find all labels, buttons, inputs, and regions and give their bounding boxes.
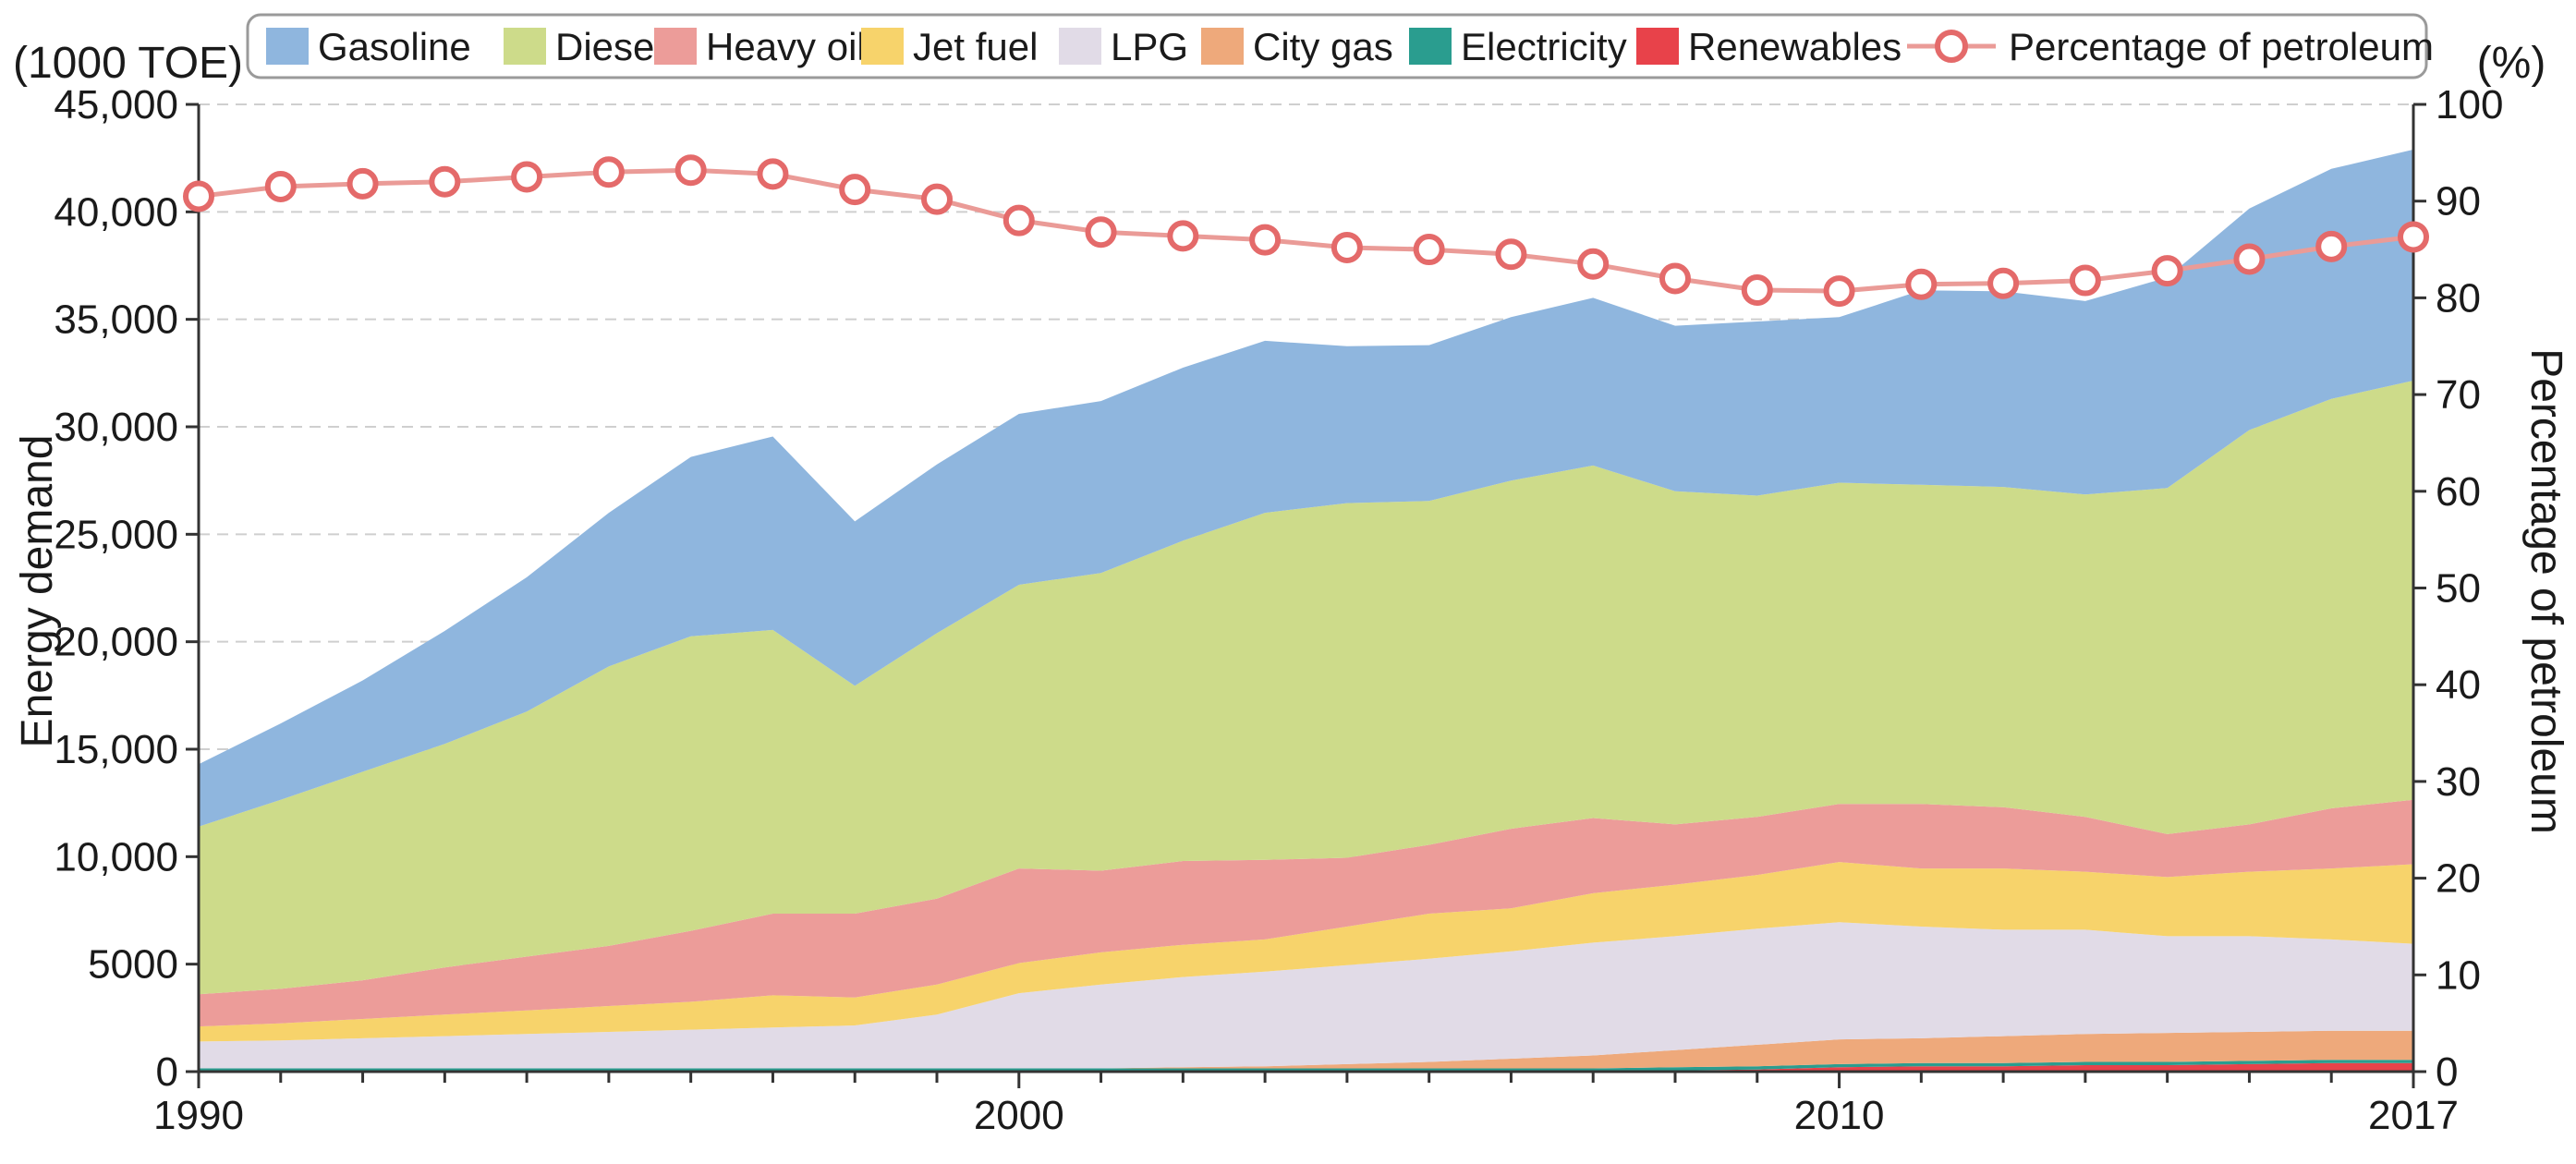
petroleum-point: [1249, 224, 1282, 256]
petroleum-point: [1167, 220, 1199, 252]
petroleum-point: [1577, 248, 1610, 280]
left-tick-label: 0: [156, 1049, 178, 1095]
petroleum-point: [346, 167, 379, 200]
right-tick-label: 60: [2436, 469, 2481, 515]
left-axis-title: Energy demand: [13, 435, 62, 748]
area-series: [199, 149, 2413, 1072]
petroleum-point: [2315, 230, 2348, 262]
left-tick-label: 25,000: [54, 512, 178, 557]
petroleum-point: [592, 156, 625, 188]
petroleum-point: [264, 170, 297, 202]
area-lpg: [199, 922, 2413, 1069]
right-tick-label: 10: [2436, 952, 2481, 998]
legend-label-percentage-of-petroleum: Percentage of petroleum: [2009, 25, 2434, 68]
right-tick-label: 20: [2436, 856, 2481, 902]
petroleum-point: [839, 174, 871, 206]
area-electricity: [199, 1060, 2413, 1072]
petroleum-point: [429, 165, 461, 198]
left-tick-label: 40,000: [54, 189, 178, 235]
right-tick-label: 100: [2436, 82, 2503, 127]
right-tick-label: 70: [2436, 372, 2481, 418]
petroleum-point: [1823, 275, 1855, 308]
petroleum-point: [1495, 238, 1527, 271]
area-gasoline: [199, 149, 2413, 827]
right-tick-label: 90: [2436, 179, 2481, 224]
x-tick-label: 2017: [2368, 1093, 2459, 1138]
area-diesel: [199, 381, 2413, 995]
x-tick-label: 2010: [1794, 1093, 1885, 1138]
petroleum-point: [511, 161, 543, 193]
legend-label-city-gas: City gas: [1253, 25, 1393, 68]
right-tick-label: 0: [2436, 1049, 2458, 1095]
petroleum-point: [1741, 274, 1773, 307]
legend-label-lpg: LPG: [1111, 25, 1188, 68]
petroleum-point: [757, 158, 789, 190]
petroleum-point: [1987, 267, 2020, 299]
right-tick-label: 30: [2436, 759, 2481, 805]
legend-swatch-lpg: [1059, 28, 1101, 65]
left-tick-label: 15,000: [54, 727, 178, 772]
petroleum-point: [1331, 231, 1363, 263]
petroleum-line-series: [183, 154, 2429, 308]
petroleum-point: [1905, 268, 1938, 300]
left-tick-label: 5000: [88, 942, 178, 988]
petroleum-point: [674, 154, 707, 187]
area-renewables: [199, 1062, 2413, 1072]
left-tick-label: 10,000: [54, 834, 178, 879]
area-jet-fuel: [199, 862, 2413, 1042]
legend-label-diesel: Diesel: [555, 25, 663, 68]
petroleum-point: [921, 183, 953, 215]
legend-label-renewables: Renewables: [1688, 25, 1902, 68]
legend-swatch-diesel: [504, 28, 546, 65]
legend-swatch-city-gas: [1201, 28, 1244, 65]
legend-swatch-jet-fuel: [861, 28, 904, 65]
petroleum-point: [1085, 216, 1117, 249]
legend-label-electricity: Electricity: [1461, 25, 1627, 68]
left-axis-unit: (1000 TOE): [13, 39, 243, 88]
legend-label-gasoline: Gasoline: [318, 25, 471, 68]
left-tick-label: 35,000: [54, 297, 178, 343]
left-tick-label: 20,000: [54, 620, 178, 665]
left-axis-ticks: 0 5000 10,000 15,000 20,000 25,000 30,000 35,00…: [54, 82, 199, 1095]
petroleum-point: [1659, 262, 1691, 295]
legend-frame: [246, 13, 2428, 79]
x-tick-label: 2000: [974, 1093, 1064, 1138]
right-tick-label: 40: [2436, 662, 2481, 708]
legend-label-heavy-oil: Heavy oil: [706, 25, 866, 68]
right-axis-ticks: 0 10 20 30 40 50 60 70 80 90 100: [2413, 82, 2503, 1095]
petroleum-point: [2233, 243, 2266, 275]
area-city-gas: [199, 1030, 2413, 1069]
right-tick-label: 50: [2436, 566, 2481, 612]
x-tick-label: 1990: [153, 1093, 244, 1138]
petroleum-point: [183, 180, 214, 212]
left-tick-label: 45,000: [54, 82, 178, 127]
legend-swatch-electricity: [1409, 28, 1452, 65]
petroleum-point: [2069, 264, 2101, 297]
area-heavy-oil: [199, 799, 2413, 1027]
petroleum-point: [1413, 234, 1445, 266]
petroleum-point: [1002, 204, 1035, 236]
right-axis-title: Percentage of petroleum: [2521, 348, 2570, 834]
right-axis-unit: (%): [2477, 39, 2546, 88]
left-tick-label: 30,000: [54, 405, 178, 450]
right-tick-label: 80: [2436, 275, 2481, 321]
petroleum-line: [198, 167, 2414, 294]
legend-swatch-renewables: [1636, 28, 1679, 65]
legend: Gasoline Diesel Heavy oil Jet fuel LPG City g…: [246, 13, 2434, 79]
legend-label-jet-fuel: Jet fuel: [913, 25, 1038, 68]
legend-swatch-gasoline: [266, 28, 309, 65]
x-axis-ticks: 1990 2000 2010 2017: [153, 1072, 2459, 1138]
legend-swatch-heavy-oil: [654, 28, 697, 65]
legend-marker-percentage-of-petroleum: [1935, 30, 1968, 63]
petroleum-point: [2151, 255, 2183, 287]
petroleum-point: [2398, 221, 2429, 253]
